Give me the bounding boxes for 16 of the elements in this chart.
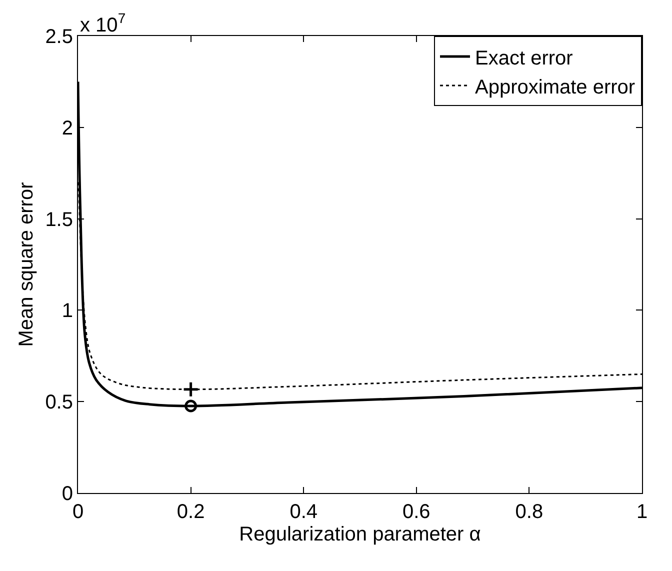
y-tick-label: 1 [62, 300, 73, 322]
legend-label: Approximate error [475, 76, 636, 98]
y-axis-title: Mean square error [16, 182, 38, 347]
x-tick-label: 0.8 [515, 501, 544, 523]
x-tick-label: 0.4 [290, 501, 318, 523]
x-tick-label: 1 [636, 501, 648, 523]
x-tick-label: 0.2 [176, 501, 205, 523]
annotation: x 10$^{7}$ [80, 10, 126, 36]
y-tick-label: 0 [62, 483, 73, 505]
y-tick-label: 2.5 [45, 26, 73, 48]
x-tick-label: 0.6 [402, 501, 430, 523]
legend-label: Exact error [475, 47, 574, 70]
x-axis-title: Regularization parameter α [239, 524, 481, 546]
y-tick-label: 1.5 [45, 208, 73, 231]
y-tick-label: 0.5 [45, 392, 73, 414]
y-tick-label: 2 [62, 117, 73, 140]
